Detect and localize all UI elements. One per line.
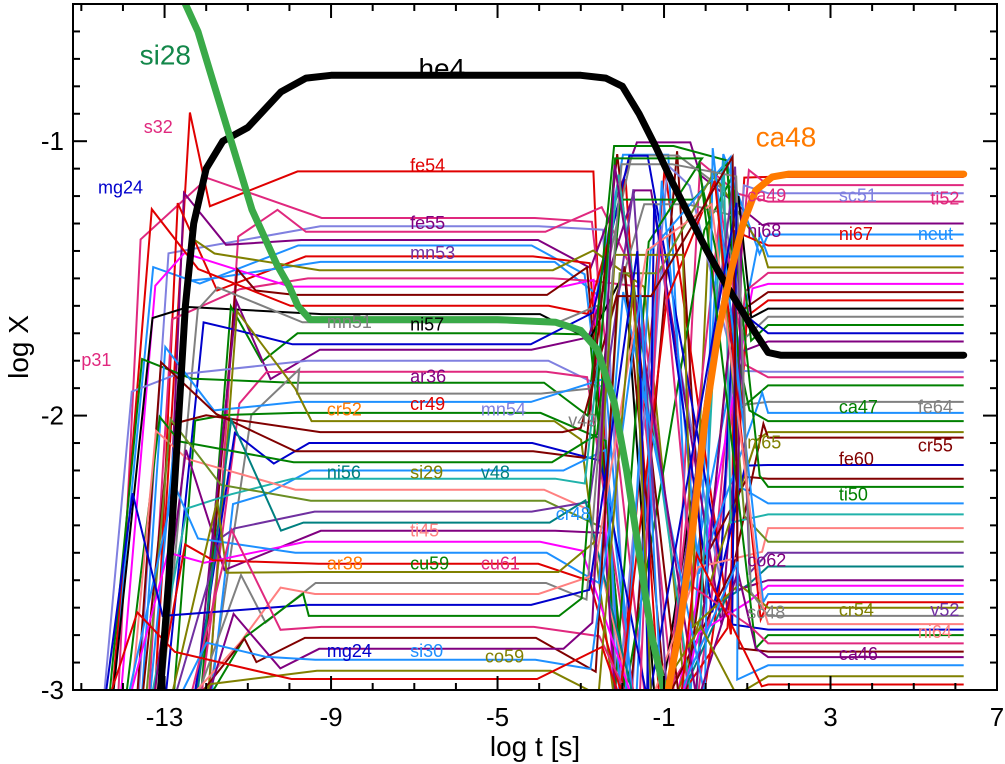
series-label-ni67: ni67: [839, 224, 873, 244]
series-label-cu59: cu59: [410, 553, 449, 573]
series-label-si30: si30: [410, 641, 443, 661]
series-line-si28: [181, 4, 668, 690]
background-series-line: [136, 153, 964, 690]
background-series-line: [131, 428, 964, 690]
series-label-ar38: ar38: [327, 553, 363, 573]
series-label-fe60: fe60: [839, 449, 874, 469]
series-label-mg24: mg24: [327, 641, 372, 661]
y-tick-label: -1: [41, 126, 64, 156]
series-label-co62: co62: [747, 551, 786, 571]
series-label-ni56: ni56: [327, 463, 361, 483]
series-label-cr52: cr52: [327, 400, 362, 420]
background-series-line: [130, 540, 964, 690]
x-axis-title: log t [s]: [490, 731, 580, 762]
series-label-ti52: ti52: [930, 188, 959, 208]
background-series-line: [182, 294, 964, 690]
series-label-ca48: ca48: [756, 122, 817, 153]
series-label-mn51: mn51: [327, 312, 372, 332]
x-tick-label: -9: [319, 702, 342, 732]
background-series-line: [158, 168, 964, 690]
y-tick-label: -3: [41, 675, 64, 705]
background-series-line: [172, 253, 964, 690]
series-line-ca48: [664, 170, 968, 690]
series-label-sc51: sc51: [839, 186, 877, 206]
series-label-ar36: ar36: [410, 367, 446, 387]
series-label-fe55: fe55: [410, 213, 445, 233]
background-series-line: [194, 203, 964, 690]
series-label-v49: v49: [568, 411, 597, 431]
background-series-line: [212, 157, 964, 690]
x-tick-label: -5: [486, 702, 509, 732]
series-line-he4: [156, 71, 968, 690]
series-label-ca46: ca46: [839, 644, 878, 664]
series-label-cr48: cr48: [556, 504, 591, 524]
tick-labels: -13 -9 -5 -1 3 7-3-2-1: [41, 126, 1004, 732]
y-tick-label: -2: [41, 401, 64, 431]
x-tick-label: -13: [146, 702, 184, 732]
background-series-line: [142, 266, 964, 690]
background-series-line: [148, 271, 964, 690]
background-series-group: [103, 112, 964, 690]
series-label-mn53: mn53: [410, 243, 455, 263]
series-label-p31: p31: [81, 350, 111, 370]
series-label-ni65: ni65: [747, 433, 781, 453]
series-label-mg24: mg24: [98, 177, 143, 197]
x-tick-label: 3: [823, 702, 837, 732]
y-axis-title: log X: [3, 315, 34, 379]
axis-ticks: [73, 4, 998, 691]
background-series-line: [196, 416, 964, 690]
background-series-line: [141, 180, 964, 690]
background-series-line: [209, 164, 964, 690]
plot-frame: [72, 3, 998, 691]
series-label-s32: s32: [144, 117, 173, 137]
series-label-ni57: ni57: [410, 315, 444, 335]
background-series-line: [157, 180, 964, 690]
series-label-fe54: fe54: [410, 155, 445, 175]
background-series-line: [191, 229, 964, 690]
series-label-co59: co59: [485, 647, 524, 667]
background-series-line: [211, 154, 964, 690]
series-label-si29: si29: [410, 463, 443, 483]
series-label-v48: v48: [481, 463, 510, 483]
x-tick-label: -1: [652, 702, 675, 732]
series-label-mn54: mn54: [481, 400, 526, 420]
series-label-si28: si28: [140, 39, 191, 70]
series-label-v52: v52: [930, 600, 959, 620]
series-label-ca47: ca47: [839, 397, 878, 417]
series-labels: si28 he4 ca48 s32 mg24 p31 fe54 fe55 mn53 mn51 ni5…: [81, 39, 959, 666]
series-label-ni64: ni64: [918, 622, 952, 642]
x-tick-label: 7: [990, 702, 1004, 732]
series-label-cr55: cr55: [918, 435, 953, 455]
series-label-he4: he4: [418, 53, 465, 84]
series-label-neut: neut: [918, 224, 953, 244]
series-label-fe64: fe64: [918, 397, 953, 417]
series-label-ti50: ti50: [839, 485, 868, 505]
series-label-cu61: cu61: [481, 553, 520, 573]
series-label-ca49: ca49: [747, 186, 786, 206]
series-label-ti45: ti45: [410, 520, 439, 540]
series-label-sc48: sc48: [747, 603, 785, 623]
series-label-cr49: cr49: [410, 394, 445, 414]
background-series-line: [196, 202, 964, 690]
series-label-cr54: cr54: [839, 600, 874, 620]
series-label-ni68: ni68: [747, 221, 781, 241]
emphasized-series-group: [156, 4, 968, 690]
